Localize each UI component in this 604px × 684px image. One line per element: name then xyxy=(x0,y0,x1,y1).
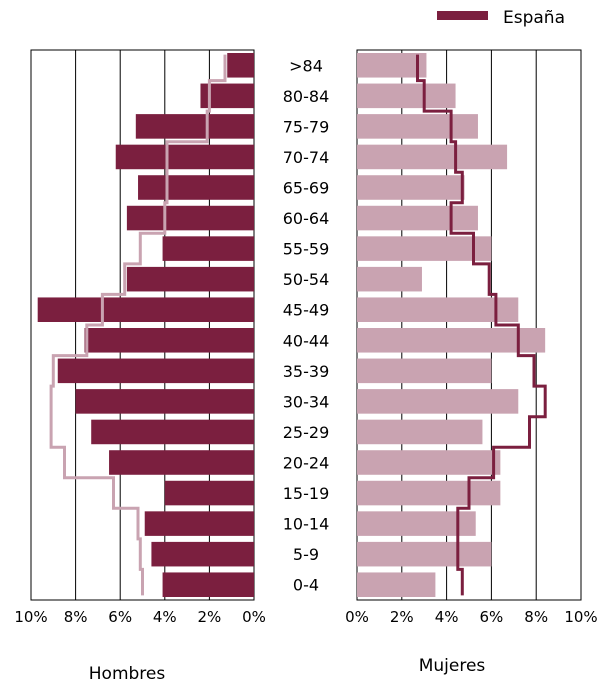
women-bar xyxy=(357,419,483,445)
men-tick-label: 8% xyxy=(64,608,88,626)
age-label: 30-34 xyxy=(283,392,330,411)
men-bar xyxy=(57,358,255,384)
age-label: 65-69 xyxy=(283,179,330,198)
women-bar xyxy=(357,236,492,261)
legend: España xyxy=(437,8,565,28)
women-bar xyxy=(357,114,478,139)
women-bar xyxy=(357,572,436,597)
legend-label: España xyxy=(503,8,565,28)
men-bar xyxy=(115,144,255,170)
age-label: 10-14 xyxy=(283,515,330,534)
women-bar xyxy=(357,389,519,414)
age-label: 55-59 xyxy=(283,240,330,259)
age-label: 0-4 xyxy=(293,576,319,595)
age-label: 20-24 xyxy=(283,454,330,473)
men-bar xyxy=(164,480,254,506)
men-tick-label: 0% xyxy=(242,608,266,626)
men-bar xyxy=(151,541,254,567)
age-labels: >84 80-84 75-79 70-74 65-69 60-64 55-59 50-54 45… xyxy=(283,56,330,594)
men-bar xyxy=(109,450,254,475)
women-axis-label: Mujeres xyxy=(419,656,486,676)
women-bar xyxy=(357,83,456,109)
women-bar xyxy=(357,511,476,536)
men-bar xyxy=(162,236,254,261)
age-label: 15-19 xyxy=(283,484,330,503)
women-tick-label: 0% xyxy=(345,608,369,626)
men-tick-label: 2% xyxy=(198,608,222,626)
age-label: 45-49 xyxy=(283,301,330,320)
women-bar xyxy=(357,480,501,506)
men-plot-frame xyxy=(30,49,255,601)
women-tick-label: 6% xyxy=(480,608,504,626)
men-bar xyxy=(138,175,254,200)
age-label: 60-64 xyxy=(283,209,330,228)
espana-women-line xyxy=(416,54,547,596)
men-plot xyxy=(30,49,255,601)
age-label: >84 xyxy=(289,56,323,75)
women-bar xyxy=(357,53,427,78)
legend-swatch xyxy=(437,11,488,20)
age-label: 35-39 xyxy=(283,362,330,381)
men-bar xyxy=(227,53,254,78)
men-bar xyxy=(144,511,254,536)
men-bar xyxy=(126,205,254,231)
men-tick-label: 10% xyxy=(14,608,47,626)
age-label: 40-44 xyxy=(283,331,330,350)
age-label: 25-29 xyxy=(283,423,330,442)
women-bar xyxy=(357,175,465,200)
women-tick-label: 2% xyxy=(390,608,414,626)
men-bar xyxy=(162,572,254,597)
women-bar xyxy=(357,205,478,231)
women-x-ticks: 0% 2% 4% 6% 8% 10% xyxy=(345,608,598,626)
women-bar xyxy=(357,144,508,170)
age-label: 5-9 xyxy=(293,545,319,564)
men-axis-label: Hombres xyxy=(89,664,166,684)
men-bar xyxy=(84,328,255,353)
women-tick-label: 8% xyxy=(524,608,548,626)
men-bar xyxy=(126,266,254,292)
men-x-ticks: 10% 8% 6% 4% 2% 0% xyxy=(14,608,266,626)
women-tick-label: 10% xyxy=(564,608,597,626)
men-tick-label: 6% xyxy=(108,608,132,626)
women-bar xyxy=(357,297,519,322)
women-bar xyxy=(357,541,492,567)
women-plot-frame xyxy=(356,49,582,601)
age-label: 50-54 xyxy=(283,270,330,289)
women-bar xyxy=(357,450,501,475)
age-label: 75-79 xyxy=(283,117,330,136)
women-bar xyxy=(357,266,422,292)
men-bar xyxy=(91,419,255,445)
men-tick-label: 4% xyxy=(153,608,177,626)
age-label: 80-84 xyxy=(283,87,330,106)
women-tick-label: 4% xyxy=(435,608,459,626)
men-bar xyxy=(37,297,254,322)
men-bar xyxy=(75,389,254,414)
women-bar xyxy=(357,328,546,353)
women-plot xyxy=(356,49,582,601)
age-label: 70-74 xyxy=(283,148,330,167)
women-bar xyxy=(357,358,492,384)
men-bar xyxy=(135,114,254,139)
espana-men-line xyxy=(49,54,227,596)
